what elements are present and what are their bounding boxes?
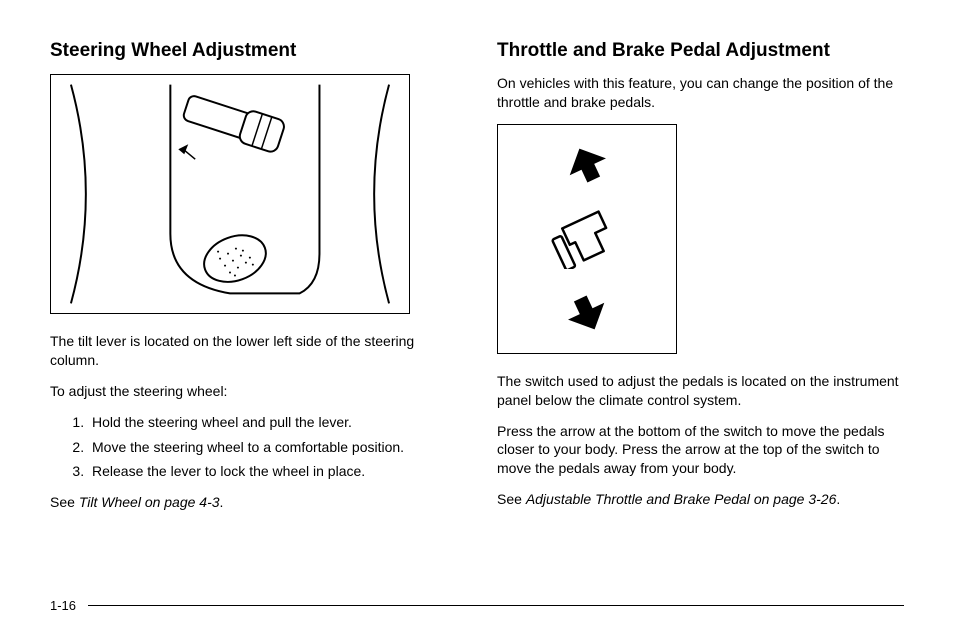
page-number: 1-16 — [50, 598, 76, 613]
pedal-p2: The switch used to adjust the pedals is … — [497, 372, 904, 410]
steering-heading: Steering Wheel Adjustment — [50, 40, 457, 62]
footer-rule — [88, 605, 904, 607]
pedal-ref: Adjustable Throttle and Brake Pedal on p… — [526, 491, 837, 507]
steering-step-1: Hold the steering wheel and pull the lev… — [88, 413, 457, 432]
steering-p1: The tilt lever is located on the lower l… — [50, 332, 457, 370]
steering-see: See Tilt Wheel on page 4-3. — [50, 493, 457, 512]
steering-step-3: Release the lever to lock the wheel in p… — [88, 462, 457, 481]
left-column: Steering Wheel Adjustment — [50, 40, 457, 524]
pedal-p3: Press the arrow at the bottom of the swi… — [497, 422, 904, 479]
steering-ref: Tilt Wheel on page 4-3 — [79, 494, 220, 510]
arrow-down-icon — [562, 293, 612, 333]
page-columns: Steering Wheel Adjustment — [50, 40, 904, 524]
pedal-heading: Throttle and Brake Pedal Adjustment — [497, 40, 904, 62]
see-prefix-r: See — [497, 491, 526, 507]
steering-illustration — [50, 74, 410, 314]
pedal-icon — [547, 209, 627, 269]
pedal-illustration — [497, 124, 677, 354]
pedal-see: See Adjustable Throttle and Brake Pedal … — [497, 490, 904, 509]
page-footer: 1-16 — [50, 598, 904, 613]
steering-step-2: Move the steering wheel to a comfortable… — [88, 438, 457, 457]
steering-svg — [61, 84, 399, 304]
steering-steps: Hold the steering wheel and pull the lev… — [50, 413, 457, 482]
see-suffix: . — [220, 494, 224, 510]
right-column: Throttle and Brake Pedal Adjustment On v… — [497, 40, 904, 524]
see-suffix-r: . — [836, 491, 840, 507]
pedal-p1: On vehicles with this feature, you can c… — [497, 74, 904, 112]
arrow-up-icon — [562, 145, 612, 185]
steering-p2: To adjust the steering wheel: — [50, 382, 457, 401]
see-prefix: See — [50, 494, 79, 510]
